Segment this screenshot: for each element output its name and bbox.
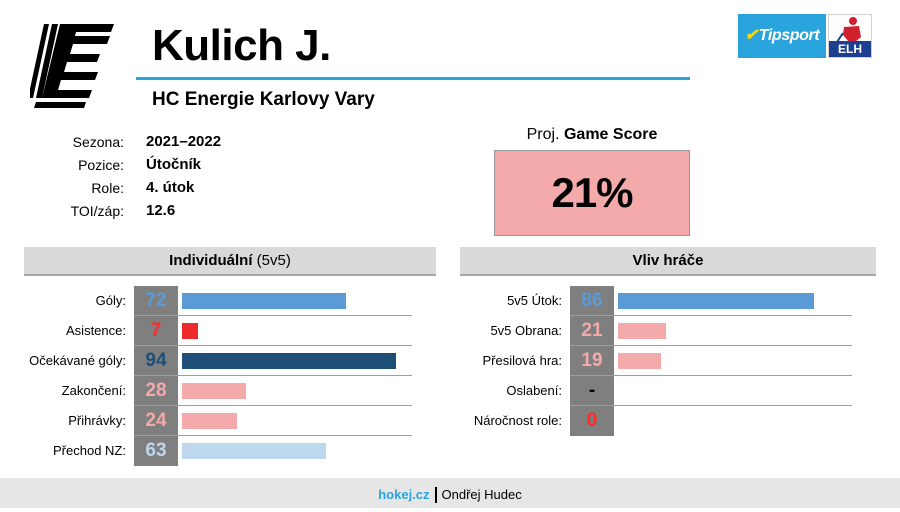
impact-row-bar xyxy=(618,353,661,369)
header-divider xyxy=(136,77,690,80)
individual-row-value: 94 xyxy=(145,350,167,371)
impact-row-divider xyxy=(570,375,852,376)
impact-row-label: Oslabení: xyxy=(506,383,562,398)
individual-row-label: Přechod NZ: xyxy=(53,443,126,458)
player-name: Kulich J. xyxy=(152,21,331,70)
individual-row-value: 24 xyxy=(145,410,167,431)
tipsport-logo-text: Tipsport xyxy=(758,27,820,44)
individual-row-divider xyxy=(134,435,412,436)
sponsor-logos: ✔Tipsport ELH xyxy=(738,14,872,58)
footer: hokej.cz Ondřej Hudec xyxy=(0,478,900,508)
impact-row-value: 86 xyxy=(581,290,603,311)
impact-row-bar xyxy=(618,323,666,339)
impact-row-bar xyxy=(618,293,814,309)
individual-row-label: Očekávané góly: xyxy=(29,353,126,368)
impact-row-label: Náročnost role: xyxy=(473,413,562,428)
toi-value: 12.6 xyxy=(146,202,176,219)
impact-row-divider xyxy=(570,405,852,406)
impact-row-divider xyxy=(570,345,852,346)
individual-row-label: Přihrávky: xyxy=(68,413,126,428)
role-label: Role: xyxy=(91,180,124,196)
impact-row-value: 21 xyxy=(581,320,603,341)
position-value: Útočník xyxy=(146,156,202,173)
footer-separator xyxy=(434,486,437,503)
season-value: 2021–2022 xyxy=(146,133,222,150)
individual-row-bar xyxy=(182,353,396,369)
toi-label: TOI/záp: xyxy=(70,203,124,219)
tipsport-logo: ✔Tipsport xyxy=(738,14,826,58)
individual-row-bar xyxy=(182,323,198,339)
impact-value-column xyxy=(570,286,614,436)
impact-row-label: Přesilová hra: xyxy=(482,353,562,368)
role-value: 4. útok xyxy=(146,179,195,196)
individual-row-value: 63 xyxy=(145,440,167,461)
impact-row-value: 19 xyxy=(581,350,603,371)
impact-header: Vliv hráče xyxy=(460,247,876,276)
individual-row-label: Asistence: xyxy=(66,323,126,338)
individual-row-bar xyxy=(182,443,326,459)
season-label: Sezona: xyxy=(72,134,124,150)
team-name: HC Energie Karlovy Vary xyxy=(152,89,375,110)
individual-row-value: 72 xyxy=(145,290,167,311)
team-logo-icon xyxy=(28,18,116,110)
elh-logo: ELH xyxy=(828,14,872,58)
tipsport-check-icon: ✔ xyxy=(744,27,758,44)
individual-row-divider xyxy=(134,375,412,376)
individual-row-bar xyxy=(182,413,237,429)
individual-header-title: Individuální xyxy=(169,252,253,269)
source-link[interactable]: hokej.cz xyxy=(378,487,430,502)
individual-row-label: Góly: xyxy=(95,293,126,308)
individual-row-value: 28 xyxy=(145,380,167,401)
individual-header: Individuální (5v5) xyxy=(24,247,436,276)
impact-row-divider xyxy=(570,315,852,316)
elh-logo-text: ELH xyxy=(829,41,871,57)
impact-row-value: 0 xyxy=(586,410,598,431)
impact-row-value: - xyxy=(588,380,596,401)
individual-row-bar xyxy=(182,383,246,399)
individual-row-value: 7 xyxy=(150,320,162,341)
game-score-title: Proj. Game Score xyxy=(494,125,690,145)
individual-row-divider xyxy=(134,345,412,346)
individual-row-divider xyxy=(134,405,412,406)
hockey-player-icon xyxy=(836,17,861,43)
individual-row-label: Zakončení: xyxy=(61,383,126,398)
author-name: Ondřej Hudec xyxy=(441,487,522,502)
impact-row-label: 5v5 Útok: xyxy=(507,293,562,308)
position-label: Pozice: xyxy=(78,157,124,173)
game-score-value: 21% xyxy=(551,169,633,216)
individual-row-divider xyxy=(134,315,412,316)
impact-row-label: 5v5 Obrana: xyxy=(490,323,562,338)
individual-header-suffix: (5v5) xyxy=(252,252,291,269)
individual-value-column xyxy=(134,286,178,466)
individual-row-bar xyxy=(182,293,346,309)
game-score-title-main: Game Score xyxy=(563,126,658,143)
game-score-title-prefix: Proj. xyxy=(526,126,560,143)
impact-header-title: Vliv hráče xyxy=(632,252,704,269)
game-score-box: 21% xyxy=(494,150,690,236)
